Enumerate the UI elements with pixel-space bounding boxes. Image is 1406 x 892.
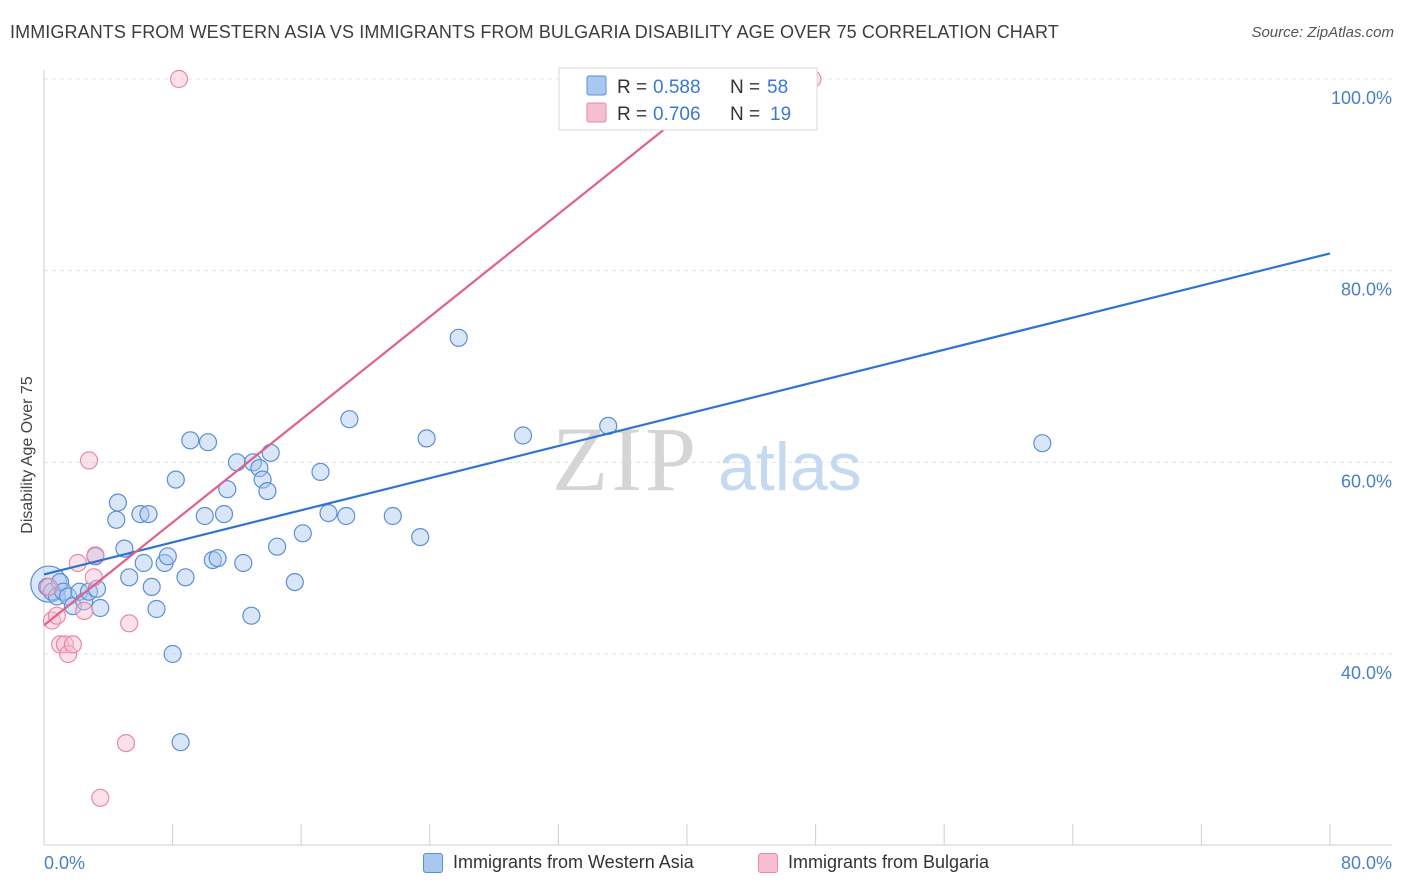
legend-n-value-1: 19 (770, 104, 791, 125)
y-tick-label-1: 60.0% (1341, 471, 1392, 491)
legend-n-label-0: N = (730, 77, 760, 98)
bottom-legend-swatch-western-asia (423, 852, 443, 873)
point-bulgaria-0 (39, 577, 58, 597)
point-bulgaria-7 (68, 553, 87, 573)
y-tick-labels: 40.0% 60.0% 80.0% 100.0% (1331, 88, 1392, 683)
point-western-asia-54 (513, 426, 533, 445)
point-bulgaria-15 (169, 69, 189, 89)
point-western-asia-46 (311, 462, 330, 481)
point-western-asia-32 (208, 549, 227, 568)
point-western-asia-29 (195, 506, 214, 526)
point-western-asia-43 (268, 537, 287, 556)
point-western-asia-18 (134, 553, 153, 573)
x-tick-label-max: 80.0% (1341, 853, 1392, 873)
y-tick-label-0: 40.0% (1341, 663, 1392, 683)
point-western-asia-24 (163, 644, 182, 664)
point-western-asia-21 (147, 599, 166, 619)
point-western-asia-14 (107, 510, 126, 529)
series-bulgaria-points (39, 69, 822, 807)
point-western-asia-27 (176, 568, 195, 587)
point-western-asia-25 (166, 470, 185, 489)
point-western-asia-7 (70, 582, 89, 601)
series-western-asia-points (30, 328, 1052, 752)
legend-r-value-1: 0.706 (653, 104, 701, 125)
point-western-asia-50 (383, 506, 402, 526)
bottom-legend-label-western-asia: Immigrants from Western Asia (453, 852, 694, 872)
point-western-asia-11 (91, 598, 110, 618)
bottom-legend-label-bulgaria: Immigrants from Bulgaria (788, 852, 990, 872)
watermark: ZIP atlas (552, 408, 862, 510)
x-axis-ticks (43, 824, 1331, 845)
trend-lines (43, 78, 1331, 627)
point-western-asia-47 (319, 503, 338, 523)
point-bulgaria-6 (63, 635, 83, 654)
legend-r-label-1: R = (617, 104, 647, 125)
point-western-asia-19 (139, 504, 158, 524)
point-bulgaria-12 (91, 788, 110, 807)
point-western-asia-36 (234, 553, 253, 573)
point-western-asia-56 (1033, 434, 1052, 453)
point-western-asia-44 (285, 572, 304, 592)
axes (43, 70, 1392, 846)
watermark-atlas: atlas (718, 429, 862, 505)
grid-lines (44, 78, 1392, 655)
correlation-legend: R = 0.588 N = 58 R = 0.706 N = 19 (558, 67, 818, 131)
point-bulgaria-8 (75, 601, 94, 621)
point-western-asia-30 (198, 433, 218, 452)
point-western-asia-26 (171, 733, 190, 752)
bottom-legend-western-asia: Immigrants from Western Asia (423, 852, 694, 873)
point-bulgaria-13 (116, 733, 136, 753)
point-western-asia-20 (142, 577, 161, 597)
point-western-asia-42 (261, 443, 280, 462)
point-bulgaria-5 (58, 644, 78, 664)
legend-n-label-1: N = (730, 104, 760, 125)
point-western-asia-23 (158, 547, 177, 566)
y-tick-label-2: 80.0% (1341, 280, 1392, 300)
point-western-asia-51 (411, 527, 430, 547)
point-bulgaria-10 (84, 568, 103, 587)
point-western-asia-34 (218, 480, 237, 499)
legend-swatch-western-asia (586, 75, 607, 96)
point-bulgaria-9 (79, 451, 99, 470)
bottom-legend-swatch-bulgaria (758, 852, 778, 873)
legend-r-value-0: 0.588 (653, 77, 701, 98)
point-western-asia-35 (227, 453, 246, 472)
point-bulgaria-14 (120, 614, 139, 633)
point-western-asia-3 (50, 572, 70, 592)
legend-n-value-0: 58 (767, 77, 788, 98)
point-western-asia-45 (293, 524, 312, 543)
watermark-zip: ZIP (552, 408, 699, 510)
x-tick-label-min: 0.0% (44, 853, 85, 873)
chart-title: IMMIGRANTS FROM WESTERN ASIA VS IMMIGRAN… (10, 22, 1059, 42)
legend-r-label-0: R = (617, 77, 647, 98)
trend-line-western-asia (43, 252, 1331, 576)
point-western-asia-48 (337, 506, 356, 526)
point-western-asia-52 (417, 429, 436, 448)
trend-line-bulgaria (43, 78, 728, 627)
point-western-asia-49 (340, 410, 359, 429)
y-tick-label-3: 100.0% (1331, 88, 1392, 108)
point-western-asia-33 (214, 504, 234, 524)
point-western-asia-41 (258, 482, 277, 501)
point-western-asia-53 (449, 328, 468, 347)
point-western-asia-39 (250, 459, 269, 478)
legend-swatch-bulgaria (586, 102, 607, 123)
point-western-asia-40 (253, 470, 272, 489)
point-western-asia-28 (181, 431, 200, 450)
bottom-legend-bulgaria: Immigrants from Bulgaria (758, 852, 989, 873)
chart-source: Source: ZipAtlas.com (1251, 24, 1394, 41)
point-western-asia-16 (120, 568, 139, 587)
point-western-asia-13 (108, 493, 128, 512)
point-western-asia-38 (242, 606, 261, 625)
